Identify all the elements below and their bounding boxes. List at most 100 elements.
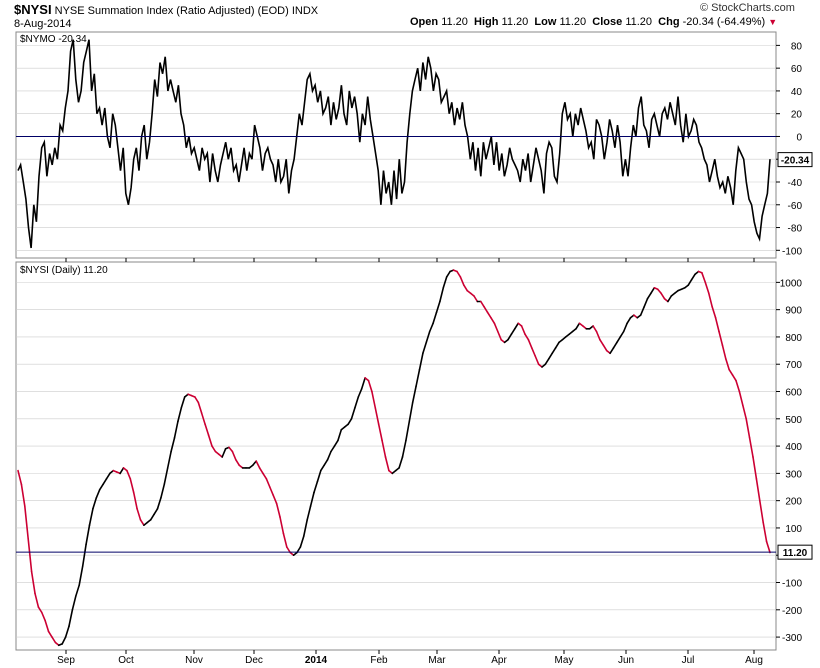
nysi-segment bbox=[609, 347, 615, 355]
nysi-segment bbox=[547, 352, 554, 360]
nysi-segment bbox=[71, 595, 77, 611]
ohlc-readout: Open 11.20 High 11.20 Low 11.20 Close 11… bbox=[410, 16, 777, 28]
month-label: Mar bbox=[428, 655, 446, 666]
nysi-segment bbox=[252, 460, 258, 467]
nysi-segment bbox=[160, 483, 166, 499]
nysi-segment bbox=[554, 341, 560, 349]
month-label: Jun bbox=[618, 655, 634, 666]
nysi-tick-label: 700 bbox=[785, 360, 802, 371]
nysi-segment bbox=[347, 417, 353, 426]
nysi-tick-label: 800 bbox=[785, 333, 802, 344]
nysi-segment bbox=[105, 472, 111, 480]
nysi-segment bbox=[534, 355, 540, 366]
nysi-segment bbox=[92, 497, 98, 510]
nysi-segment bbox=[296, 546, 302, 554]
nysi-tick-label: -300 bbox=[782, 633, 802, 644]
exchange: INDX bbox=[291, 5, 319, 17]
nysi-segment bbox=[132, 491, 138, 510]
nysi-segment bbox=[741, 404, 748, 420]
nysi-segment bbox=[384, 456, 390, 472]
nymo-tick-label: 0 bbox=[796, 132, 802, 143]
top-panel-grid bbox=[16, 45, 776, 251]
nysi-segment bbox=[37, 606, 43, 614]
nysi-segment bbox=[646, 292, 652, 300]
nysi-segment bbox=[687, 278, 693, 286]
nysi-segment bbox=[432, 311, 438, 325]
close-value: 11.20 bbox=[625, 16, 653, 28]
nysi-segment bbox=[721, 344, 727, 360]
nysi-segment bbox=[309, 491, 315, 507]
nysi-segment bbox=[377, 423, 383, 442]
nysi-segment bbox=[316, 469, 322, 483]
nysi-segment bbox=[701, 271, 707, 284]
chg-down-icon: ▼ bbox=[768, 17, 778, 27]
nysi-segment bbox=[330, 445, 336, 453]
nysi-segment bbox=[551, 347, 557, 355]
nysi-segment bbox=[507, 333, 513, 341]
nysi-segment bbox=[667, 295, 673, 303]
bottom-panel-grid bbox=[16, 282, 776, 638]
nysi-segment bbox=[279, 516, 285, 535]
nymo-tick-label: -80 bbox=[788, 224, 803, 235]
nysi-segment bbox=[95, 488, 101, 499]
nysi-segment bbox=[228, 446, 234, 453]
chg-value: -20.34 (-64.49%) bbox=[682, 16, 766, 28]
nysi-segment bbox=[68, 608, 74, 628]
nysi-segment bbox=[350, 407, 356, 420]
nymo-tick-label: -100 bbox=[782, 246, 802, 257]
nysi-series bbox=[17, 269, 771, 647]
nysi-segment bbox=[415, 368, 421, 387]
nysi-segment bbox=[612, 341, 618, 349]
nysi-segment bbox=[163, 467, 169, 486]
nysi-segment bbox=[422, 341, 428, 355]
nysi-tick-label: 600 bbox=[785, 388, 802, 399]
chart-title: $NYSI NYSE Summation Index (Ratio Adjust… bbox=[14, 2, 318, 17]
nysi-segment bbox=[360, 377, 366, 390]
nysi-segment bbox=[180, 396, 186, 409]
nysi-segment bbox=[354, 396, 360, 409]
nysi-segment bbox=[371, 390, 377, 409]
low-value: 11.20 bbox=[559, 16, 587, 28]
nysi-segment bbox=[156, 497, 162, 510]
nysi-segment bbox=[493, 322, 499, 333]
nysi-segment bbox=[221, 447, 227, 458]
nysi-segment bbox=[650, 286, 656, 295]
nysi-segment bbox=[745, 417, 751, 439]
nysi-segment bbox=[690, 273, 696, 281]
nysi-tick-label: -100 bbox=[782, 579, 802, 590]
nysi-segment bbox=[530, 347, 537, 357]
nysi-segment bbox=[81, 543, 87, 567]
nysi-segment bbox=[408, 401, 414, 423]
nymo-tick-label: 60 bbox=[791, 64, 803, 75]
nysi-segment bbox=[445, 270, 451, 278]
nysi-segment bbox=[166, 450, 172, 469]
nysi-segment bbox=[575, 322, 581, 330]
month-label: Aug bbox=[745, 655, 763, 666]
nysi-segment bbox=[170, 437, 176, 453]
month-label: May bbox=[555, 655, 574, 666]
nysi-segment bbox=[268, 486, 275, 497]
nysi-segment bbox=[707, 292, 714, 308]
high-value: 11.20 bbox=[501, 16, 529, 28]
nysi-segment bbox=[602, 344, 608, 352]
nysi-segment bbox=[75, 584, 80, 598]
nysi-segment bbox=[149, 513, 155, 521]
description: NYSE Summation Index (Ratio Adjusted) (E… bbox=[54, 5, 289, 17]
nysi-segment bbox=[20, 483, 26, 507]
nysi-segment bbox=[544, 357, 550, 366]
nysi-segment bbox=[139, 518, 145, 527]
nysi-segment bbox=[619, 330, 625, 338]
nysi-segment bbox=[401, 439, 407, 458]
nysi-segment bbox=[265, 477, 271, 488]
nymo-tick-label: -40 bbox=[788, 178, 803, 189]
month-label: Oct bbox=[118, 655, 134, 666]
nysi-segment bbox=[592, 325, 598, 333]
month-label: Dec bbox=[245, 655, 263, 666]
nysi-segment bbox=[282, 532, 288, 548]
nysi-tick-label: 400 bbox=[785, 442, 802, 453]
nysi-segment bbox=[483, 306, 489, 314]
nysi-tick-label: 1000 bbox=[780, 278, 803, 289]
nysi-segment bbox=[30, 570, 36, 595]
nysi-segment bbox=[510, 327, 516, 336]
